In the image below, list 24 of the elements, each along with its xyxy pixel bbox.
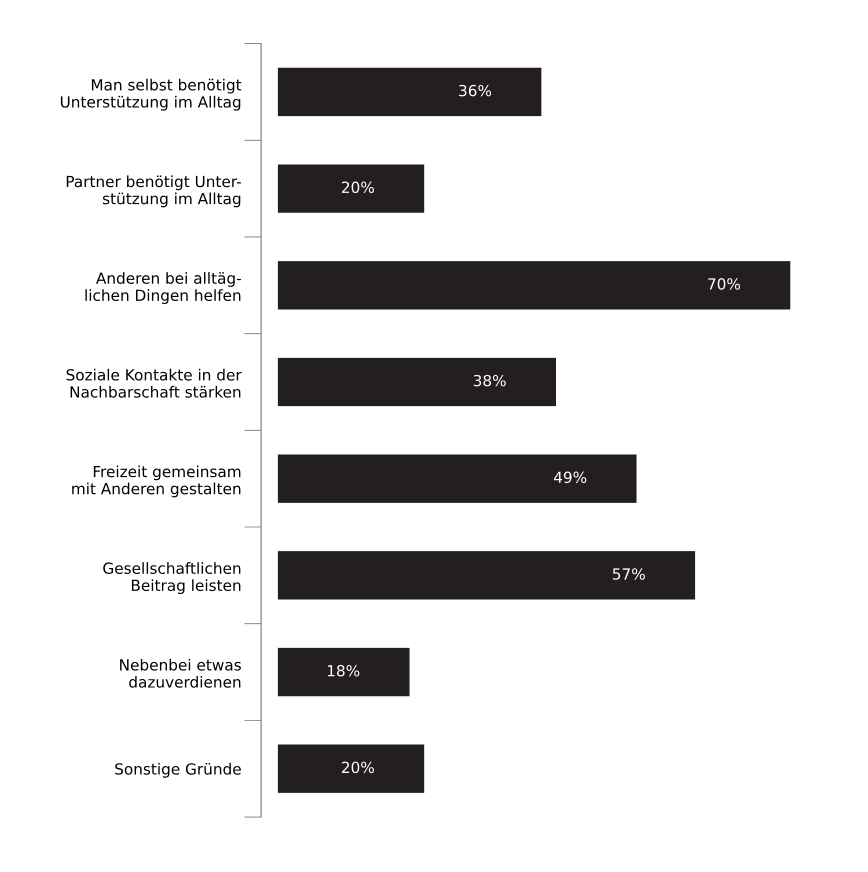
y-tick-label: Anderen bei alltäg- lichen Dingen helfen bbox=[85, 272, 241, 304]
y-tick-label: Gesellschaftlichen Beitrag leisten bbox=[103, 562, 240, 594]
y-tick-label: Freizeit gemeinsam mit Anderen gestalten bbox=[72, 465, 240, 498]
data-label: 57% bbox=[612, 568, 645, 580]
bar bbox=[278, 164, 424, 213]
bar bbox=[278, 261, 790, 310]
data-label: 38% bbox=[474, 374, 506, 386]
y-tick-label: Partner benötigt Unter- stützung im Alltag bbox=[66, 175, 241, 208]
data-label: 49% bbox=[554, 472, 586, 484]
bar bbox=[278, 551, 696, 600]
data-label: 18% bbox=[328, 664, 360, 676]
bar bbox=[278, 454, 637, 503]
bar bbox=[278, 744, 424, 793]
bar bbox=[278, 648, 410, 696]
data-label: 70% bbox=[708, 278, 740, 290]
y-tick-label: Nebenbei etwas dazuverdienen bbox=[120, 658, 241, 688]
data-label: 36% bbox=[459, 84, 492, 96]
bar bbox=[278, 358, 556, 406]
data-label: 20% bbox=[342, 762, 374, 774]
y-tick-label: Sonstige Gründe bbox=[115, 762, 241, 778]
bar bbox=[278, 68, 542, 116]
y-tick-label: Man selbst benötigt Unterstützung im Alltag bbox=[60, 78, 242, 111]
data-label: 20% bbox=[342, 182, 374, 194]
y-tick-label: Soziale Kontakte in der Nachbarschaft stärken bbox=[66, 368, 242, 398]
